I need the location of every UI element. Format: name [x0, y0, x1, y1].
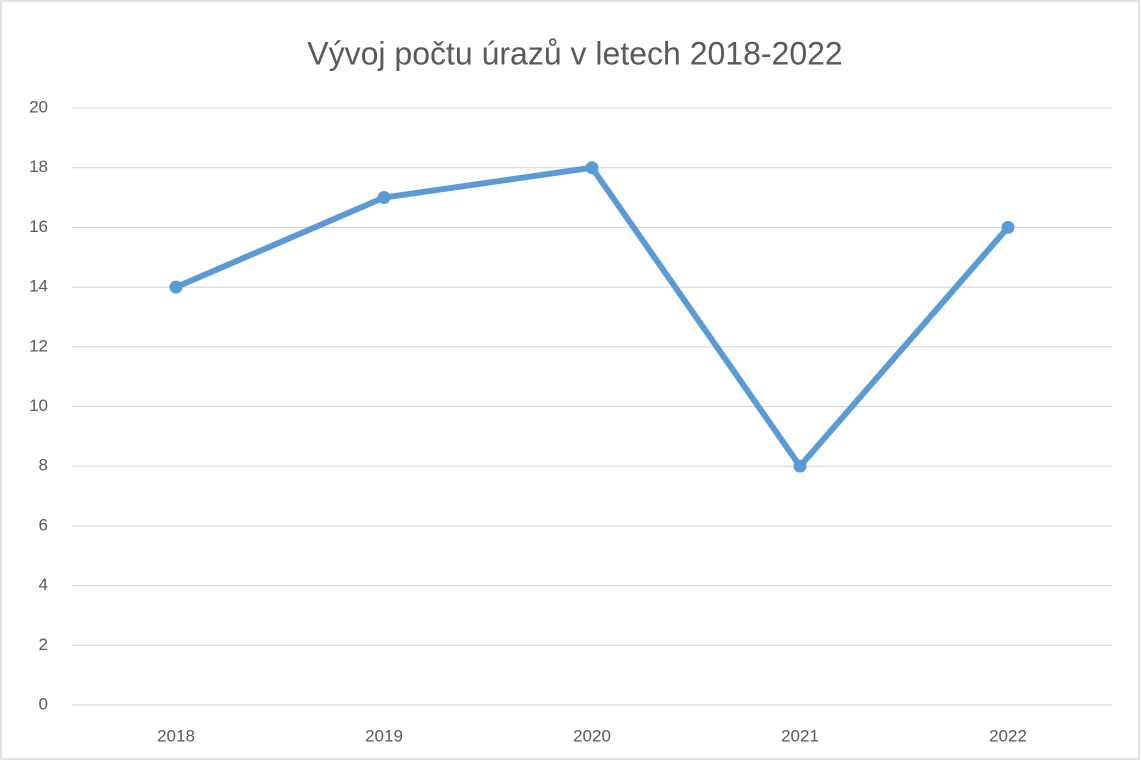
data-point — [585, 161, 599, 175]
x-tick-label: 2022 — [989, 726, 1027, 745]
data-point — [377, 191, 391, 205]
x-tick-label: 2021 — [781, 726, 819, 745]
chart-title: Vývoj počtu úrazů v letech 2018-2022 — [307, 35, 842, 71]
y-tick-label: 14 — [29, 277, 48, 296]
y-tick-label: 8 — [39, 456, 48, 475]
x-tick-label: 2018 — [157, 726, 195, 745]
x-tick-label: 2020 — [573, 726, 611, 745]
y-tick-label: 10 — [29, 396, 48, 415]
y-tick-label: 2 — [39, 635, 48, 654]
y-tick-label: 16 — [29, 217, 48, 236]
y-tick-label: 12 — [29, 336, 48, 355]
data-point — [169, 280, 183, 294]
y-tick-label: 18 — [29, 157, 48, 176]
y-tick-label: 6 — [39, 515, 48, 534]
y-tick-label: 0 — [39, 694, 48, 713]
y-tick-label: 4 — [39, 575, 48, 594]
data-point — [793, 459, 807, 473]
y-tick-label: 20 — [29, 97, 48, 116]
data-point — [1001, 220, 1015, 234]
x-tick-label: 2019 — [365, 726, 403, 745]
